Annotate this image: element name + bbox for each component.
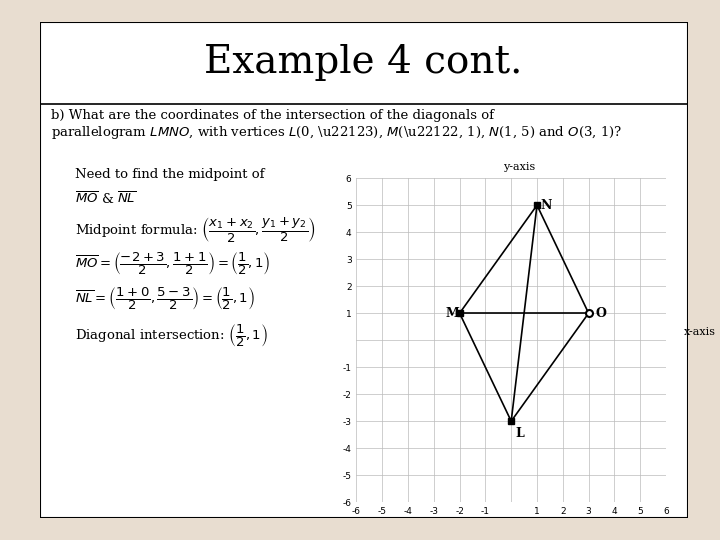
Text: b) What are the coordinates of the intersection of the diagonals of
parallelogra: b) What are the coordinates of the inter… [51, 109, 622, 141]
Text: N: N [541, 199, 552, 212]
Text: Example 4 cont.: Example 4 cont. [204, 44, 523, 81]
Text: $\overline{NL} = \left(\dfrac{1+0}{2}, \dfrac{5-3}{2}\right) = \left(\dfrac{1}{2: $\overline{NL} = \left(\dfrac{1+0}{2}, \… [76, 285, 255, 312]
Text: L: L [516, 427, 525, 440]
Text: Diagonal intersection: $\left(\dfrac{1}{2}, 1\right)$: Diagonal intersection: $\left(\dfrac{1}{… [76, 322, 268, 349]
Text: Need to find the midpoint of: Need to find the midpoint of [76, 168, 265, 181]
Text: y-axis: y-axis [503, 162, 535, 172]
Text: M: M [446, 307, 459, 320]
Text: $\overline{MO}$ & $\overline{NL}$: $\overline{MO}$ & $\overline{NL}$ [76, 191, 137, 207]
Text: $\overline{MO} = \left(\dfrac{-2+3}{2}, \dfrac{1+1}{2}\right) = \left(\dfrac{1}{: $\overline{MO} = \left(\dfrac{-2+3}{2}, … [76, 250, 271, 277]
Text: O: O [595, 307, 606, 320]
Text: x-axis: x-axis [684, 327, 716, 337]
Text: Midpoint formula: $\left(\dfrac{x_1+x_2}{2}, \dfrac{y_1+y_2}{2}\right)$: Midpoint formula: $\left(\dfrac{x_1+x_2}… [76, 215, 316, 245]
